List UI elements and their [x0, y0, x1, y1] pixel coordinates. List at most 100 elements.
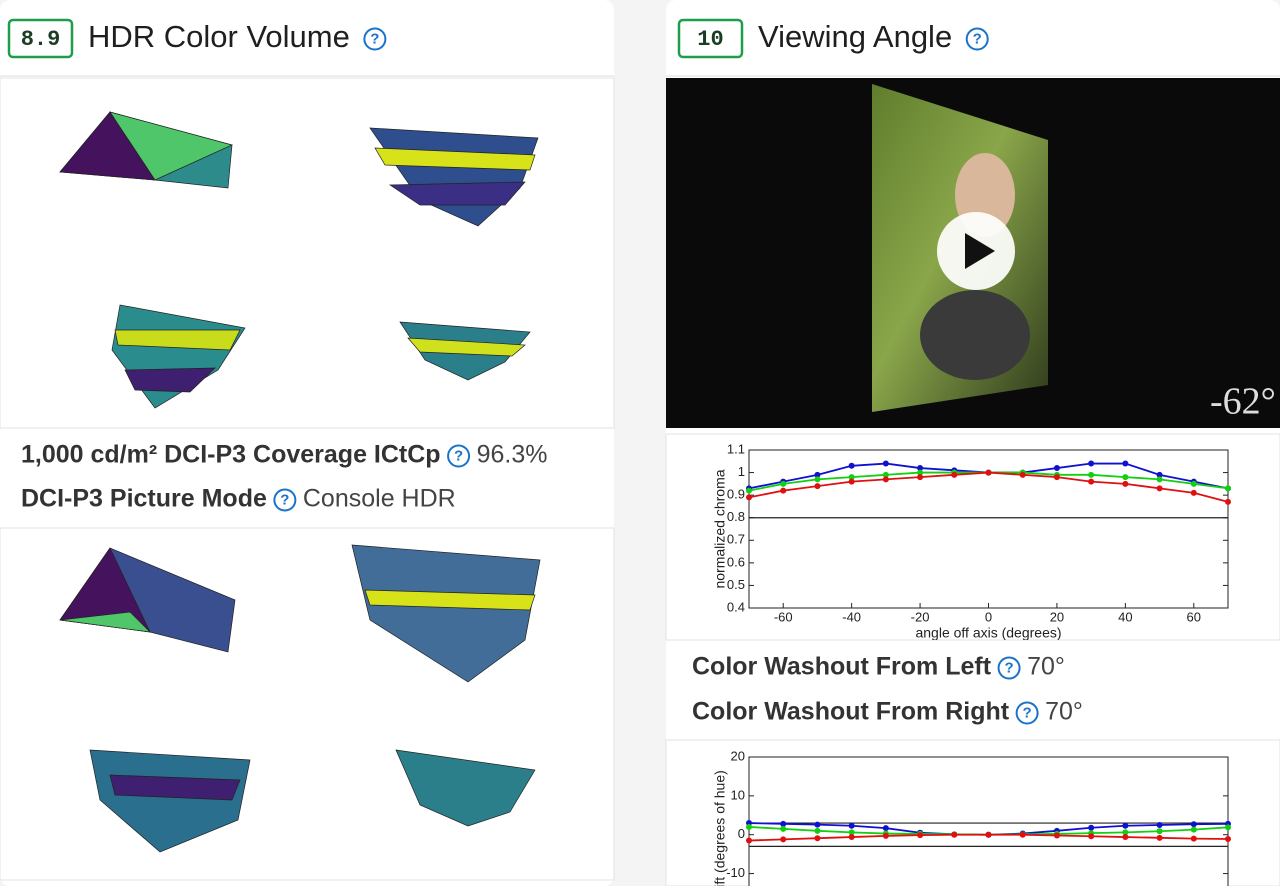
data-point: [1156, 476, 1163, 483]
data-point: [780, 836, 787, 843]
data-point: [1122, 829, 1129, 836]
data-point: [951, 831, 958, 838]
data-point: [1122, 460, 1129, 467]
data-point: [746, 494, 752, 501]
data-point: [814, 476, 821, 483]
data-point: [848, 834, 855, 841]
data-point: [917, 474, 924, 481]
gamut-plots: [59, 111, 541, 853]
y-tick-label: 0: [738, 826, 745, 841]
data-point: [882, 832, 889, 839]
help-mark: ?: [1004, 660, 1013, 677]
data-point: [1225, 498, 1231, 505]
data-point: [951, 471, 958, 478]
data-point: [780, 825, 787, 832]
score: 8.9: [21, 27, 61, 52]
data-point: [1156, 828, 1163, 835]
y-tick-label: 20: [731, 748, 745, 763]
data-point: [814, 835, 821, 842]
metric-value: 70°: [1045, 698, 1083, 726]
data-point: [1190, 480, 1197, 487]
y-tick-label: 0.8: [727, 509, 745, 524]
data-point: [1190, 835, 1197, 842]
data-point: [1225, 835, 1231, 842]
y-axis-label: hue shift (degrees of hue): [712, 770, 728, 886]
data-point: [1019, 831, 1026, 838]
x-tick-label: 40: [1118, 609, 1132, 624]
data-point: [814, 821, 821, 828]
section-title: HDR Color Volume: [88, 19, 350, 54]
y-tick-label: 0.7: [727, 532, 745, 547]
help-mark: ?: [280, 492, 289, 509]
data-point: [1088, 478, 1095, 485]
data-point: [1088, 460, 1095, 467]
data-point: [882, 825, 889, 832]
data-point: [848, 474, 855, 481]
help-icon[interactable]: ?: [965, 27, 989, 51]
section-title: Viewing Angle: [758, 19, 952, 54]
help-icon[interactable]: ?: [997, 656, 1021, 680]
data-point: [746, 837, 752, 844]
data-point: [882, 476, 889, 483]
help-icon[interactable]: ?: [273, 488, 297, 512]
x-tick-label: -60: [774, 609, 793, 624]
help-icon[interactable]: ?: [1015, 701, 1039, 725]
data-point: [1122, 480, 1129, 487]
data-point: [1053, 474, 1060, 481]
data-point: [1156, 834, 1163, 841]
plot-area: [748, 449, 1229, 609]
data-point: [917, 469, 924, 476]
y-tick-label: 0.5: [727, 577, 745, 592]
data-point: [848, 829, 855, 836]
y-tick-label: 0.6: [727, 554, 745, 569]
svg-text:?: ?: [370, 31, 379, 48]
metric-label: Color Washout From Left: [692, 653, 992, 681]
data-point: [848, 478, 855, 485]
data-point: [780, 480, 787, 487]
data-point: [780, 487, 787, 494]
metric-value: 70°: [1027, 653, 1065, 681]
metric-label: 1,000 cd/m² DCI-P3 Coverage ICtCp: [21, 441, 441, 469]
data-point: [917, 465, 924, 472]
data-point: [1190, 826, 1197, 833]
data-point: [1122, 474, 1129, 481]
data-point: [780, 820, 787, 827]
help-circle: [1015, 701, 1039, 725]
x-tick-label: -20: [911, 609, 930, 624]
score-badge: [7, 18, 74, 59]
video-overlay: -62°: [1210, 381, 1276, 423]
help-icon[interactable]: ?: [363, 27, 387, 51]
help-circle: [273, 488, 297, 512]
data-point: [1190, 821, 1197, 828]
data-point: [1053, 465, 1060, 472]
chroma-chart: 0.4 0.5 0.6 0.7 0.8 0.9 1 1.1 -60 -40 -20 0 20 40 60 an…: [712, 441, 1231, 640]
y-tick-label: 10: [731, 787, 745, 802]
data-point: [1122, 834, 1129, 841]
data-point: [1225, 485, 1231, 492]
metric-label: Color Washout From Right: [692, 698, 1010, 726]
x-axis-label: angle off axis (degrees): [915, 625, 1061, 641]
x-tick-label: 60: [1187, 609, 1201, 624]
svg-text:?: ?: [973, 31, 982, 48]
plot-area: [748, 756, 1229, 886]
data-point: [1225, 824, 1231, 831]
x-tick-label: -40: [842, 609, 861, 624]
video-player[interactable]: -62°: [666, 78, 1280, 428]
data-point: [1156, 471, 1163, 478]
help-mark: ?: [454, 448, 463, 465]
help-icon[interactable]: ?: [447, 444, 471, 468]
metric-value: 96.3%: [477, 441, 548, 469]
data-point: [1088, 471, 1095, 478]
data-point: [1088, 833, 1095, 840]
y-tick-label: -10: [726, 865, 745, 880]
data-point: [1156, 485, 1163, 492]
help-mark: ?: [1023, 705, 1032, 722]
data-point: [882, 471, 889, 478]
data-point: [1019, 471, 1026, 478]
data-point: [1053, 832, 1060, 839]
y-axis-label: normalized chroma: [712, 469, 728, 588]
score-badge: [677, 18, 744, 59]
